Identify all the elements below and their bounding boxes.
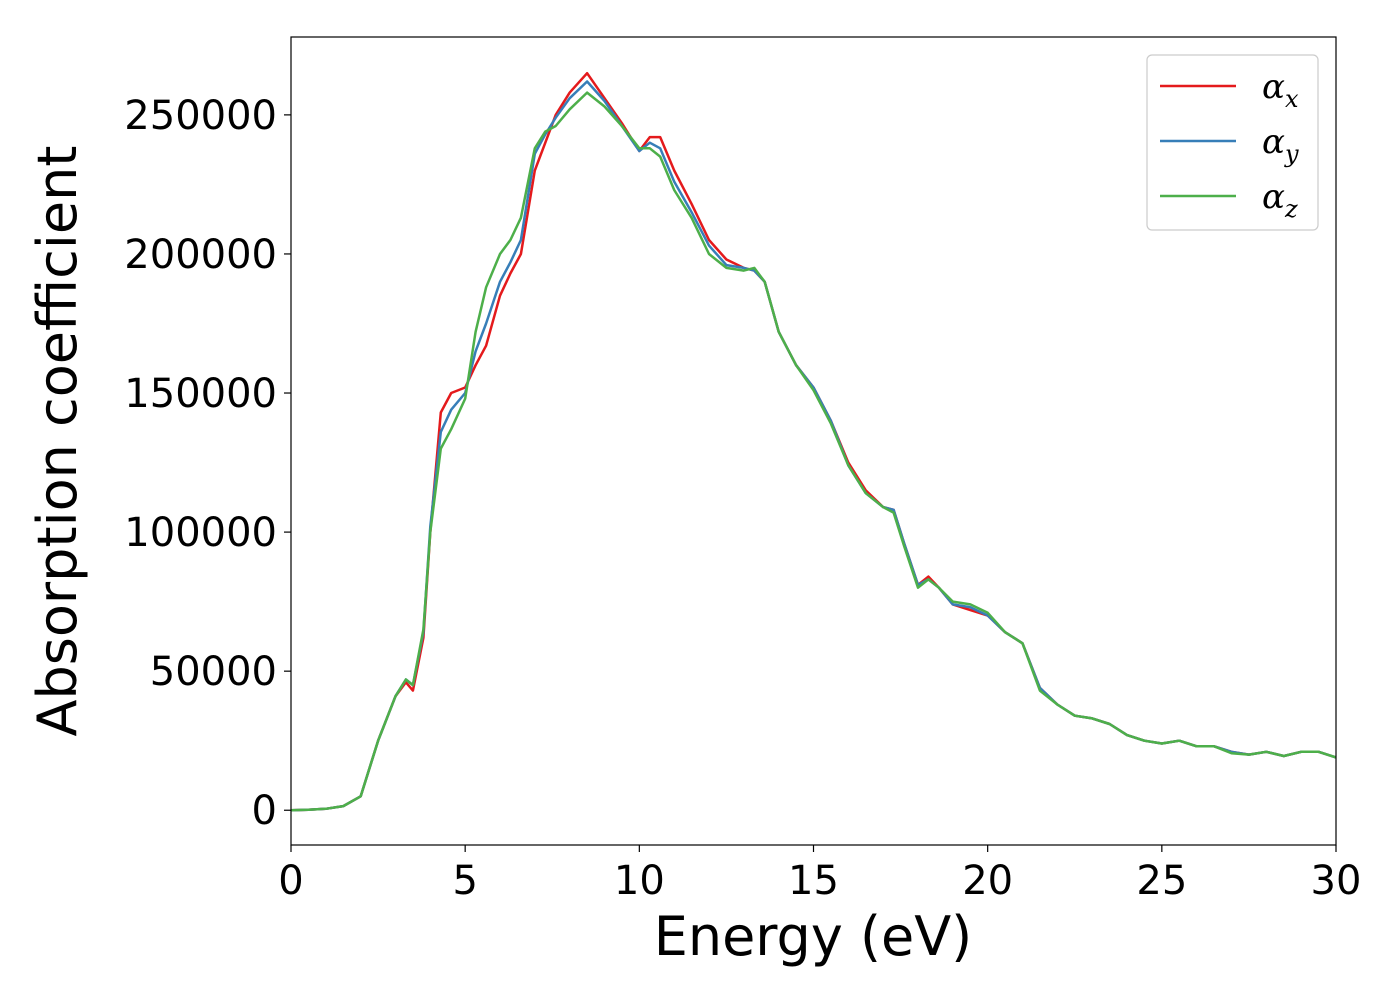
legend-label-symbol: α — [1262, 122, 1285, 162]
legend-label: αz — [1262, 177, 1298, 223]
y-tick-label: 100000 — [124, 510, 277, 556]
legend-label-symbol: α — [1262, 67, 1285, 107]
y-tick-label: 250000 — [124, 93, 277, 139]
legend-box — [1146, 54, 1319, 231]
x-tick-label: 20 — [962, 858, 1013, 904]
x-tick-label: 25 — [1136, 858, 1187, 904]
y-tick-label: 200000 — [124, 232, 277, 278]
y-tick-label: 50000 — [150, 649, 277, 695]
y-tick-label: 150000 — [124, 371, 277, 417]
legend-label-subscript: z — [1284, 195, 1298, 223]
x-tick-label: 5 — [452, 858, 477, 904]
x-tick-label: 10 — [614, 858, 665, 904]
series-line-z — [290, 91, 1337, 812]
x-axis-title: Energy (eV) — [654, 905, 973, 968]
series-lines — [290, 71, 1337, 812]
legend-label-subscript: y — [1284, 140, 1299, 168]
legend-label: αx — [1262, 67, 1299, 113]
legend-label: αy — [1262, 122, 1299, 168]
x-axis: 0 5 10 15 20 25 30 — [278, 845, 1361, 904]
legend-label-symbol: α — [1262, 177, 1285, 217]
x-tick-label: 15 — [788, 858, 839, 904]
y-axis-title: Absorption coefficient — [26, 146, 89, 737]
legend-label-subscript: x — [1285, 85, 1299, 113]
x-tick-label: 30 — [1311, 858, 1362, 904]
y-tick-label: 0 — [252, 788, 277, 834]
x-tick-label: 0 — [278, 858, 303, 904]
y-axis: 0 50000 100000 150000 200000 250000 — [124, 93, 291, 834]
